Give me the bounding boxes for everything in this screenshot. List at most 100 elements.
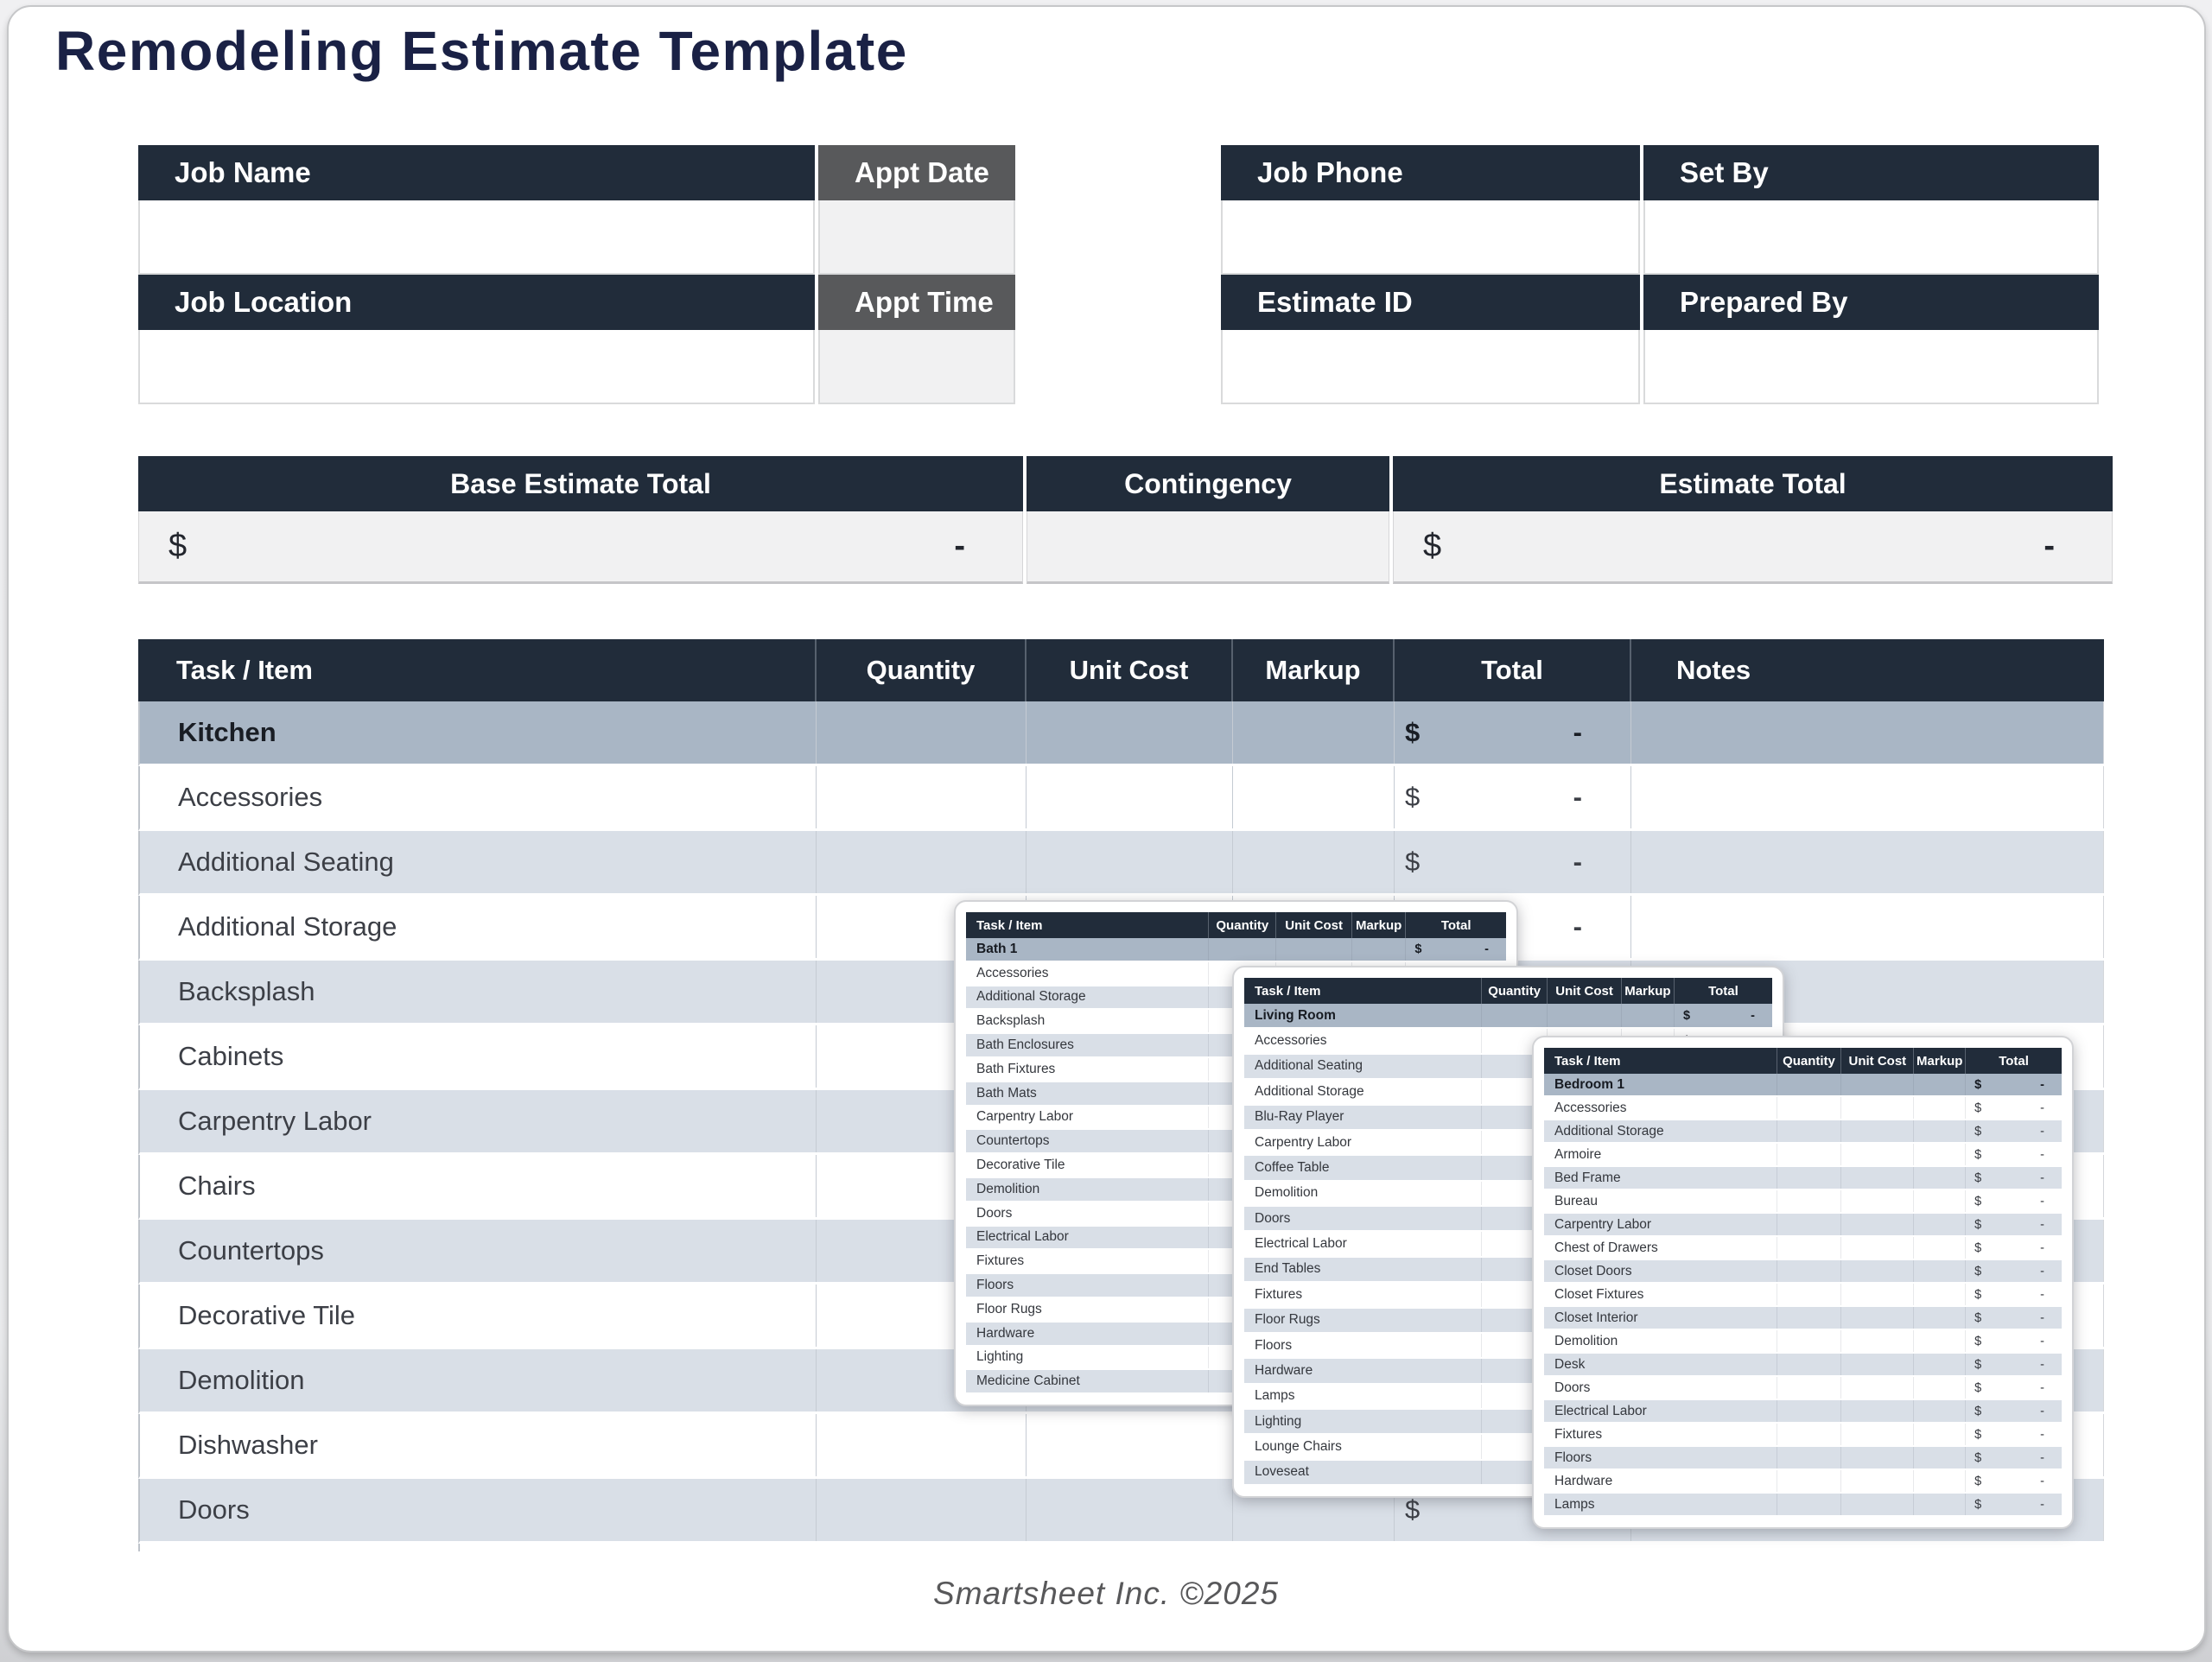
task-item-cell: Accessories — [1244, 1029, 1482, 1053]
task-item-cell: Bed Frame — [1544, 1167, 1777, 1189]
total-cell: $ - — [1966, 1190, 2062, 1212]
amount-value: - — [2040, 1077, 2044, 1092]
task-item-cell[interactable]: Dishwasher — [140, 1414, 817, 1476]
markup-cell — [1914, 1330, 1967, 1352]
task-item-cell[interactable]: Accessories — [140, 766, 817, 828]
notes-cell[interactable] — [1631, 1155, 2104, 1217]
quantity-cell — [1777, 1330, 1842, 1352]
unit-cost-cell[interactable] — [1027, 766, 1233, 828]
task-item-cell: Bath Enclosures — [966, 1034, 1210, 1056]
unit-cost-cell — [1841, 1144, 1915, 1165]
task-item-cell[interactable]: Demolition — [140, 1349, 817, 1411]
total-cell: $ - — [1966, 1097, 2062, 1119]
task-item-cell: Doors — [966, 1202, 1210, 1225]
page-title: Remodeling Estimate Template — [55, 20, 908, 82]
amount-value: - — [954, 528, 965, 564]
unit-cost-cell[interactable] — [1027, 1414, 1233, 1476]
total-cell: $ - — [1966, 1307, 2062, 1329]
markup-cell[interactable] — [1233, 766, 1395, 828]
popup-table-row: Additional Storage $ - — [1544, 1120, 2062, 1144]
base-estimate-total-header: Base Estimate Total — [138, 456, 1023, 511]
contingency-header: Contingency — [1027, 456, 1389, 511]
quantity-cell — [1777, 1097, 1842, 1119]
section-label: Living Room — [1244, 1004, 1482, 1028]
task-item-cell: Decorative Tile — [966, 1154, 1210, 1177]
task-item-cell[interactable]: Decorative Tile — [140, 1285, 817, 1347]
markup-cell[interactable] — [1233, 1479, 1395, 1541]
estimate-id-cell[interactable] — [1221, 330, 1640, 404]
info-body-row — [138, 200, 1015, 275]
notes-cell[interactable] — [1631, 1025, 2104, 1088]
quantity-cell[interactable] — [817, 1479, 1027, 1541]
summary-totals-band: Base Estimate Total Contingency Estimate… — [138, 456, 2113, 584]
section-row-bedroom-1: Bedroom 1 $ - — [1544, 1074, 2062, 1097]
notes-cell[interactable] — [1631, 1349, 2104, 1411]
notes-cell[interactable] — [1631, 1090, 2104, 1152]
task-item-cell[interactable]: Carpentry Labor — [140, 1090, 817, 1152]
unit-cost-cell[interactable] — [1027, 831, 1233, 893]
markup-cell — [1352, 938, 1407, 961]
task-item-cell[interactable]: Backsplash — [140, 961, 817, 1023]
contingency-cell[interactable] — [1027, 511, 1389, 584]
quantity-cell — [1777, 1494, 1842, 1515]
popup-card-bedroom: Task / Item Quantity Unit Cost Markup To… — [1532, 1036, 2074, 1529]
section-row-kitchen[interactable]: Kitchen $ - — [138, 701, 2104, 766]
task-item-cell[interactable]: Additional Storage — [140, 896, 817, 958]
quantity-cell — [1777, 1470, 1842, 1492]
section-label: Bedroom 1 — [1544, 1074, 1777, 1095]
markup-cell[interactable] — [1233, 701, 1395, 764]
prepared-by-cell[interactable] — [1643, 330, 2099, 404]
markup-cell — [1914, 1190, 1967, 1212]
task-item-cell[interactable]: Countertops — [140, 1220, 817, 1282]
quantity-cell[interactable] — [817, 831, 1027, 893]
currency-symbol: $ — [1974, 1357, 1982, 1372]
notes-cell[interactable] — [1631, 701, 2104, 764]
amount-value: - — [1573, 782, 1582, 812]
unit-cost-cell — [1841, 1260, 1915, 1282]
unit-cost-cell[interactable] — [1027, 1479, 1233, 1541]
quantity-column-header: Quantity — [1777, 1048, 1842, 1074]
amount-value: - — [2040, 1310, 2044, 1325]
quantity-cell — [1777, 1214, 1842, 1235]
notes-cell[interactable] — [1631, 1479, 2104, 1541]
markup-cell[interactable] — [1233, 831, 1395, 893]
popup-table-row: Doors $ - — [1544, 1377, 2062, 1400]
notes-cell[interactable] — [1631, 1220, 2104, 1282]
notes-cell[interactable] — [1631, 896, 2104, 958]
currency-symbol: $ — [1405, 847, 1421, 877]
quantity-cell[interactable] — [817, 701, 1027, 764]
appt-date-cell[interactable] — [818, 200, 1015, 275]
quantity-cell — [1777, 1377, 1842, 1399]
markup-cell — [1914, 1284, 1967, 1305]
notes-cell[interactable] — [1631, 1285, 2104, 1347]
total-cell: $ - — [1966, 1237, 2062, 1259]
task-item-cell: Hardware — [1244, 1359, 1482, 1383]
popup-table-row: Closet Interior $ - — [1544, 1307, 2062, 1330]
job-phone-cell[interactable] — [1221, 200, 1640, 275]
quantity-cell — [1777, 1237, 1842, 1259]
set-by-cell[interactable] — [1643, 200, 2099, 275]
notes-cell[interactable] — [1631, 766, 2104, 828]
currency-symbol: $ — [1974, 1287, 1982, 1302]
job-name-cell[interactable] — [138, 200, 815, 275]
notes-cell[interactable] — [1631, 1414, 2104, 1476]
task-item-cell[interactable]: Cabinets — [140, 1025, 817, 1088]
job-location-cell[interactable] — [138, 330, 815, 404]
task-item-cell[interactable]: Doors — [140, 1479, 817, 1541]
appt-time-cell[interactable] — [818, 330, 1015, 404]
estimate-table-header: Task / Item Quantity Unit Cost Markup To… — [138, 639, 2104, 701]
notes-cell[interactable] — [1631, 831, 2104, 893]
section-label: Kitchen — [140, 701, 817, 764]
quantity-cell[interactable] — [817, 766, 1027, 828]
quantity-cell — [1777, 1144, 1842, 1165]
quantity-cell[interactable] — [817, 1414, 1027, 1476]
total-cell: $ - — [1395, 701, 1631, 764]
unit-cost-cell[interactable] — [1027, 701, 1233, 764]
notes-cell[interactable] — [1631, 961, 2104, 1023]
popup-table-row: Armoire $ - — [1544, 1144, 2062, 1167]
info-header-row: Job Location Appt Time — [138, 275, 1015, 330]
amount-value: - — [2040, 1380, 2044, 1395]
task-item-cell[interactable]: Chairs — [140, 1155, 817, 1217]
popup-table-row: Closet Fixtures $ - — [1544, 1284, 2062, 1307]
task-item-cell[interactable]: Additional Seating — [140, 831, 817, 893]
